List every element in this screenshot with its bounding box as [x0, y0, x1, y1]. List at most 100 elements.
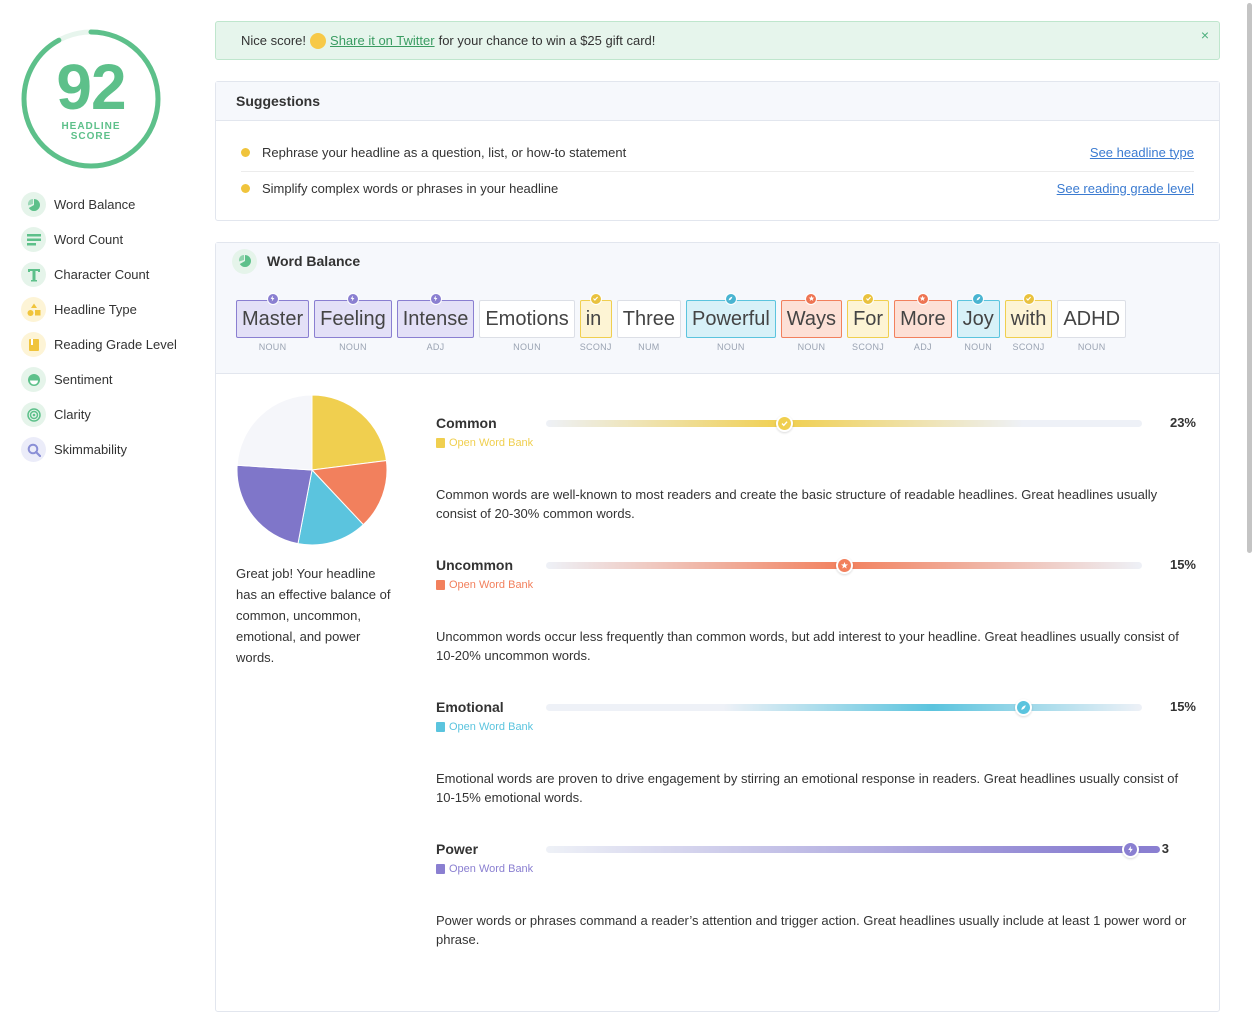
common-badge-icon	[589, 293, 602, 305]
sidebar-item-label: Reading Grade Level	[54, 337, 177, 352]
headline-word[interactable]: For SCONJ	[847, 293, 890, 352]
close-icon[interactable]: ×	[1200, 27, 1209, 43]
word-part-of-speech: ADJ	[426, 342, 445, 352]
headline-word[interactable]: Ways NOUN	[780, 293, 843, 352]
sidebar-item-label: Character Count	[54, 267, 150, 282]
open-word-bank-label: Open Word Bank	[449, 863, 534, 875]
power-badge-icon	[429, 293, 442, 305]
sidebar: 92 HEADLINE SCORE Word Balance Word Count…	[0, 0, 200, 1015]
score-banner: Nice score! Share it on Twitter for your…	[215, 21, 1220, 60]
headline-word[interactable]: Master NOUN	[236, 293, 310, 352]
metric-slider-track	[546, 415, 1142, 432]
metric-slider-fill	[546, 846, 1160, 853]
text-t-icon	[21, 262, 46, 287]
book-icon	[436, 864, 445, 874]
word-balance-title: Word Balance	[267, 253, 361, 269]
book-icon	[436, 438, 445, 448]
headline-word[interactable]: in SCONJ	[579, 293, 612, 352]
book-icon	[436, 580, 445, 590]
word-text: Joy	[956, 300, 1000, 338]
word-text: in	[579, 300, 612, 338]
metric-description: Emotional words are proven to drive enga…	[436, 771, 1179, 805]
book-icon	[436, 722, 445, 732]
uncommon-badge-icon	[805, 293, 818, 305]
see-headline-type-link[interactable]: See headline type	[1089, 144, 1194, 160]
metric-value: 15%	[1169, 699, 1196, 714]
bullet-icon	[241, 147, 250, 157]
see-reading-grade-link[interactable]: See reading grade level	[1056, 180, 1194, 196]
open-word-bank-link[interactable]: Open Word Bank	[436, 579, 533, 591]
suggestion-text: Rephrase your headline as a question, li…	[262, 144, 627, 160]
share-twitter-link[interactable]: Share it on Twitter	[330, 33, 435, 48]
sidebar-nav: Word Balance Word Count Character Count Hea…	[21, 187, 201, 467]
headline-score-value: 92	[56, 51, 126, 123]
sidebar-item-label: Headline Type	[54, 302, 137, 317]
pie-slice-power	[236, 464, 313, 545]
headline-word[interactable]: Three NUM	[616, 300, 681, 352]
power-badge-icon	[346, 293, 359, 305]
sidebar-item-character-count[interactable]: Character Count	[21, 257, 201, 292]
word-balance-card: Word Balance Master NOUN Feeling NOUN Intens…	[215, 242, 1220, 1012]
sidebar-item-word-balance[interactable]: Word Balance	[21, 187, 201, 222]
sidebar-item-label: Word Balance	[54, 197, 136, 212]
pie-slice-other	[236, 394, 313, 471]
sidebar-item-label: Word Count	[54, 232, 124, 247]
suggestion-item: Rephrase your headline as a question, li…	[241, 134, 1194, 170]
word-balance-header: Word Balance	[216, 243, 1219, 279]
word-text: Powerful	[685, 300, 776, 338]
sidebar-item-clarity[interactable]: Clarity	[21, 397, 201, 432]
divider	[241, 171, 1194, 172]
word-text: Master	[236, 300, 310, 338]
headline-word[interactable]: ADHD NOUN	[1057, 300, 1127, 352]
metric-thumb-icon	[1014, 699, 1032, 716]
metric-name: Common	[436, 415, 497, 431]
banner-text: Nice score!	[241, 33, 307, 48]
open-word-bank-link[interactable]: Open Word Bank	[436, 863, 533, 875]
emotional-badge-icon	[724, 293, 737, 305]
open-word-bank-link[interactable]: Open Word Bank	[436, 721, 533, 733]
headline-word[interactable]: Feeling NOUN	[314, 293, 392, 352]
metric-name: Power	[436, 841, 479, 857]
metric-value: 3	[1161, 841, 1169, 856]
banner-text-after: for your chance to win a $25 gift card!	[438, 33, 656, 48]
headline-words: Master NOUN Feeling NOUN Intense ADJ Emotions N…	[216, 279, 1219, 374]
open-word-bank-label: Open Word Bank	[449, 579, 534, 591]
metric-slider-track	[546, 557, 1142, 574]
sidebar-item-headline-type[interactable]: Headline Type	[21, 292, 201, 327]
sidebar-item-label: Sentiment	[54, 372, 113, 387]
metric-description: Uncommon words occur less frequently tha…	[436, 629, 1179, 663]
headline-word[interactable]: Joy NOUN	[956, 293, 1000, 352]
power-badge-icon	[266, 293, 279, 305]
word-part-of-speech: SCONJ	[1012, 342, 1045, 352]
metric-thumb-icon	[776, 415, 794, 432]
sidebar-item-word-count[interactable]: Word Count	[21, 222, 201, 257]
suggestion-text: Simplify complex words or phrases in you…	[262, 180, 559, 196]
word-text: ADHD	[1057, 300, 1127, 338]
headline-word[interactable]: Intense ADJ	[396, 293, 475, 352]
word-text: Feeling	[314, 300, 392, 338]
metric-description: Power words or phrases command a reader’…	[436, 913, 1187, 947]
party-face-icon	[310, 32, 327, 49]
open-word-bank-link[interactable]: Open Word Bank	[436, 437, 533, 449]
headline-word[interactable]: with SCONJ	[1004, 293, 1053, 352]
word-text: Emotions	[479, 300, 575, 338]
common-badge-icon	[862, 293, 875, 305]
score-ring	[21, 29, 161, 169]
shapes-icon	[21, 297, 46, 322]
sidebar-item-reading-grade-level[interactable]: Reading Grade Level	[21, 327, 201, 362]
pie-icon	[21, 192, 46, 217]
headline-score-label: HEADLINE SCORE	[61, 121, 121, 142]
word-part-of-speech: SCONJ	[852, 342, 885, 352]
sidebar-item-label: Skimmability	[54, 442, 127, 457]
headline-word[interactable]: Powerful NOUN	[685, 293, 776, 352]
metric-name: Emotional	[436, 699, 504, 715]
common-badge-icon	[1022, 293, 1035, 305]
scrollbar[interactable]	[1247, 3, 1252, 553]
sidebar-item-sentiment[interactable]: Sentiment	[21, 362, 201, 397]
headline-word[interactable]: Emotions NOUN	[479, 300, 575, 352]
metric-slider-fill	[722, 704, 1142, 711]
emotional-badge-icon	[972, 293, 985, 305]
headline-word[interactable]: More ADJ	[894, 293, 952, 352]
word-balance-summary: Great job! Your headline has an effectiv…	[236, 566, 391, 665]
sidebar-item-skimmability[interactable]: Skimmability	[21, 432, 201, 467]
